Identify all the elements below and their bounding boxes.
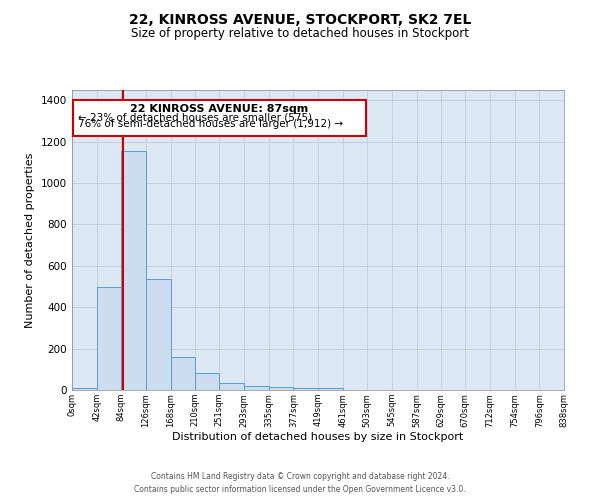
Bar [318, 388, 343, 390]
Text: Contains HM Land Registry data © Crown copyright and database right 2024.: Contains HM Land Registry data © Crown c… [151, 472, 449, 481]
Bar [121, 151, 146, 390]
Text: Size of property relative to detached houses in Stockport: Size of property relative to detached ho… [131, 28, 469, 40]
Bar [170, 357, 195, 390]
Bar [244, 386, 269, 390]
Bar [293, 388, 318, 390]
Bar [195, 374, 220, 390]
Bar [72, 388, 97, 390]
Y-axis label: Number of detached properties: Number of detached properties [25, 152, 35, 328]
Text: 76% of semi-detached houses are larger (1,912) →: 76% of semi-detached houses are larger (… [78, 119, 343, 129]
Bar [146, 280, 170, 390]
Text: Contains public sector information licensed under the Open Government Licence v3: Contains public sector information licen… [134, 485, 466, 494]
Text: ← 23% of detached houses are smaller (575): ← 23% of detached houses are smaller (57… [78, 112, 312, 122]
X-axis label: Distribution of detached houses by size in Stockport: Distribution of detached houses by size … [172, 432, 464, 442]
Bar [220, 383, 244, 390]
Text: 22, KINROSS AVENUE, STOCKPORT, SK2 7EL: 22, KINROSS AVENUE, STOCKPORT, SK2 7EL [129, 12, 471, 26]
Bar [73, 100, 365, 136]
Bar [269, 387, 293, 390]
Bar [97, 286, 121, 390]
Text: 22 KINROSS AVENUE: 87sqm: 22 KINROSS AVENUE: 87sqm [130, 104, 308, 114]
